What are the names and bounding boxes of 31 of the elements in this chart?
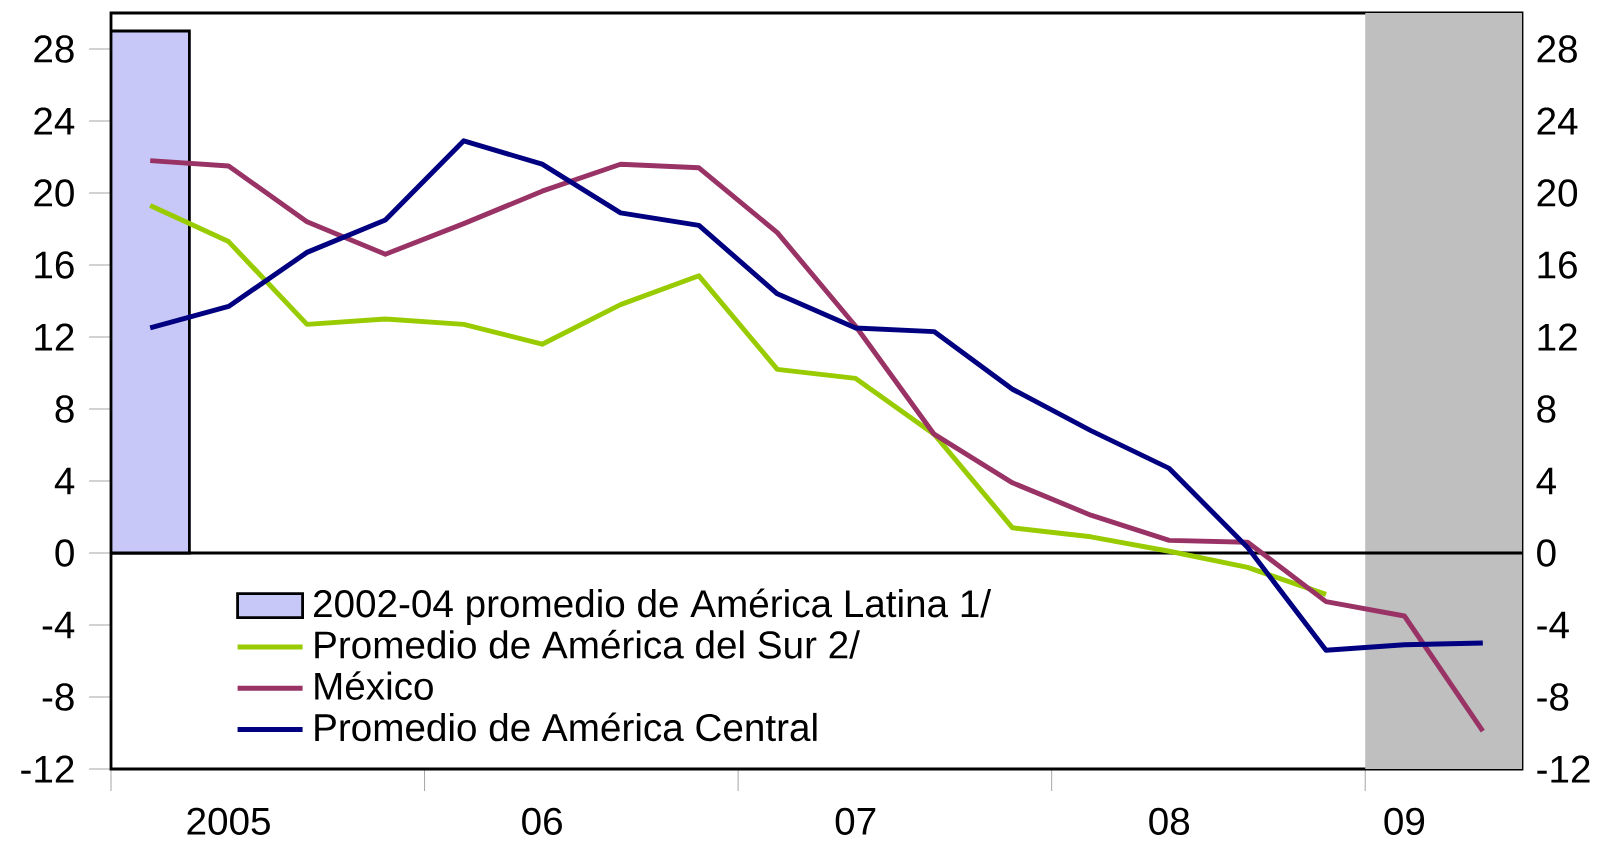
y2-tick-label: -12 (1537, 755, 1590, 783)
x-tick-label: 08 (1149, 807, 1190, 835)
y-tick-label: 0 (55, 539, 74, 567)
legend-label: 2002-04 promedio de América Latina 1/ (314, 588, 992, 625)
y2-tick-label: 4 (1536, 467, 1556, 495)
y2-tick-label: 8 (1537, 395, 1556, 423)
y-tick-label: 12 (35, 323, 74, 351)
y-tick-label: -4 (42, 611, 75, 639)
y2-tick-label: 20 (1537, 179, 1578, 207)
legend-label: México (315, 671, 433, 700)
x-tick-label: 09 (1384, 807, 1425, 835)
y2-tick-label: 28 (1537, 35, 1577, 63)
y2-tick-label: 24 (1537, 107, 1578, 135)
y2-tick-label: 12 (1538, 323, 1577, 351)
legend-label: Promedio de América Central (315, 712, 817, 742)
y-tick-label: 8 (55, 395, 74, 423)
y-tick-label: 28 (34, 35, 74, 63)
x-tick-label: 2005 (187, 807, 270, 835)
y-tick-label: 4 (54, 467, 75, 495)
y-tick-label: -8 (42, 683, 74, 711)
x-tick-label: 07 (835, 807, 876, 835)
x-tick-label: 06 (522, 807, 562, 835)
y-tick-label: 20 (34, 179, 74, 207)
y-tick-label: 16 (35, 251, 74, 279)
y2-tick-label: 0 (1537, 539, 1556, 567)
y2-tick-label: -4 (1537, 611, 1569, 639)
y2-tick-label: 16 (1538, 251, 1577, 279)
legend-label: Promedio de América del Sur 2/ (315, 629, 860, 659)
y2-tick-label: -8 (1537, 683, 1569, 711)
y-tick-label: -12 (21, 755, 74, 783)
y-tick-label: 24 (34, 107, 75, 135)
